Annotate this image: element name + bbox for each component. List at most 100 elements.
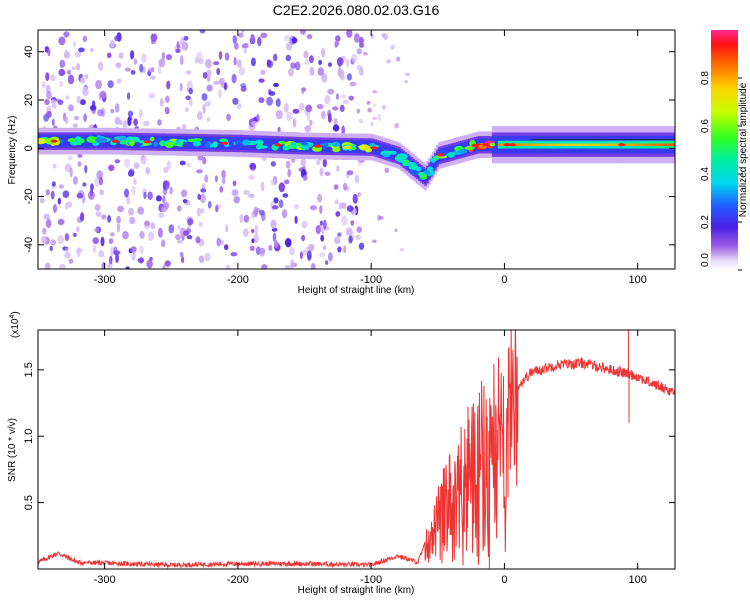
spectrogram-band-peak <box>577 143 580 146</box>
spectrogram-noise-blob <box>214 175 218 183</box>
spectrogram-signal-blob <box>421 174 428 180</box>
spectrogram-signal-blob <box>187 138 196 143</box>
spectrogram-noise-blob <box>356 226 362 234</box>
spectrogram-band-peak <box>615 143 618 146</box>
spectrogram-noise-blob <box>404 72 411 77</box>
spectrogram-noise-blob <box>110 108 115 114</box>
spectrogram-noise-blob <box>396 56 401 62</box>
spectrogram-noise-blob <box>196 111 203 121</box>
spectrogram-noise-blob <box>50 190 55 200</box>
spectrogram-noise-blob <box>176 239 183 244</box>
spectrogram-noise-blob <box>224 244 229 251</box>
spectrogram-noise-blob <box>187 218 194 226</box>
spectrogram-noise-blob <box>145 166 151 175</box>
spectrogram-noise-blob <box>383 33 388 40</box>
spectrogram-signal-blob <box>242 139 251 146</box>
spectrogram-noise-blob <box>196 169 203 174</box>
spectrogram-noise-blob <box>255 246 261 256</box>
spectrogram-noise-blob <box>115 253 119 264</box>
spectrogram-noise-blob <box>343 182 348 191</box>
colorbar-tick-label: 0.8 <box>700 71 711 85</box>
snr-series-line <box>38 330 675 569</box>
spectrogram-noise-blob <box>133 162 140 169</box>
spectrogram-noise-blob <box>78 47 85 53</box>
spectrogram-noise-blob <box>64 116 69 124</box>
spectrogram-band-peak <box>668 143 671 146</box>
spectrogram-band-segment <box>432 158 435 172</box>
spectrogram-band-peak <box>557 143 560 146</box>
spectrogram-noise-blob <box>51 103 57 109</box>
spectrogram-noise-blob <box>328 62 332 67</box>
spectrogram-noise-blob <box>266 96 273 106</box>
spectrogram-band-peak <box>610 143 613 146</box>
spectrogram-band-peak <box>500 143 503 146</box>
spectrogram-noise-blob <box>165 95 170 103</box>
spectrogram-noise-blob <box>126 92 131 100</box>
spectrogram-noise-blob <box>218 51 223 60</box>
spectrogram-noise-blob <box>232 97 239 105</box>
spectrogram-noise-blob <box>273 197 279 204</box>
spectrogram-noise-blob <box>64 252 71 259</box>
spectrogram-signal-blob <box>133 142 142 147</box>
spectrogram-noise-blob <box>249 245 255 251</box>
spectrogram-noise-blob <box>71 66 77 71</box>
spectrogram-band-segment <box>378 143 381 156</box>
spectrogram-noise-blob <box>158 58 166 68</box>
spectrogram-band-peak <box>549 143 552 146</box>
spectrogram-band-peak <box>639 143 642 146</box>
spectrogram-noise-blob <box>164 260 171 267</box>
spectrogram-noise-blob <box>258 78 265 83</box>
spectrogram-noise-blob <box>64 49 68 56</box>
spectrogram-band-peak <box>643 143 646 146</box>
spectrogram-hotspot <box>482 143 490 147</box>
spectrogram-noise-blob <box>372 90 378 94</box>
spectrogram-noise-blob <box>251 238 255 244</box>
spectrogram-noise-blob <box>58 68 66 77</box>
spectrogram-noise-blob <box>339 104 345 113</box>
spectrogram-hotspot <box>314 144 322 148</box>
spectrogram-noise-blob <box>254 224 258 235</box>
spectrogram-noise-blob <box>82 182 87 187</box>
spectrogram-noise-blob <box>160 206 168 213</box>
spectrogram-noise-blob <box>50 239 57 246</box>
spectrogram-y-tick-label: 0 <box>23 145 35 151</box>
spectrogram-noise-blob <box>69 167 73 178</box>
spectrogram-noise-blob <box>157 119 162 126</box>
spectrogram-noise-blob <box>59 59 66 68</box>
spectrogram-noise-blob <box>185 95 191 101</box>
spectrogram-noise-blob <box>114 116 121 125</box>
spectrogram-noise-blob <box>335 93 340 100</box>
spectrogram-noise-blob <box>307 250 312 260</box>
spectrogram-band-peak <box>578 143 581 146</box>
spectrogram-noise-blob <box>346 30 353 38</box>
spectrogram-band-peak <box>561 143 563 146</box>
spectrogram-noise-blob <box>257 36 262 47</box>
spectrogram-signal-blob <box>342 145 352 150</box>
spectrogram-band-segment <box>83 134 87 148</box>
spectrogram-noise-blob <box>213 80 220 85</box>
spectrogram-signal-blob <box>67 138 75 143</box>
spectrogram-band-segment <box>354 140 358 154</box>
spectrogram-noise-blob <box>236 59 242 68</box>
spectrogram-noise-blob <box>44 99 50 106</box>
spectrogram-noise-blob <box>62 190 70 198</box>
spectrogram-noise-blob <box>183 35 189 41</box>
spectrogram-noise-blob <box>147 191 153 200</box>
spectrogram-signal-blob <box>38 138 47 145</box>
spectrogram-band-peak <box>611 143 614 146</box>
spectrogram-noise-blob <box>337 232 342 237</box>
spectrogram-noise-blob <box>284 238 292 248</box>
spectrogram-noise-blob <box>354 33 360 43</box>
spectrogram-noise-blob <box>42 81 46 89</box>
spectrogram-noise-blob <box>124 188 129 198</box>
spectrogram-band-segment <box>266 138 270 151</box>
spectrogram-noise-blob <box>346 170 354 176</box>
spectrogram-noise-blob <box>275 98 281 107</box>
spectrogram-noise-blob <box>68 258 74 264</box>
spectrogram-noise-blob <box>129 216 136 225</box>
spectrogram-band-peak <box>572 143 575 146</box>
spectrogram-noise-blob <box>248 175 255 180</box>
spectrogram-noise-blob <box>90 183 94 191</box>
spectrogram-noise-blob <box>334 40 339 47</box>
spectrogram-noise-blob <box>278 182 285 193</box>
